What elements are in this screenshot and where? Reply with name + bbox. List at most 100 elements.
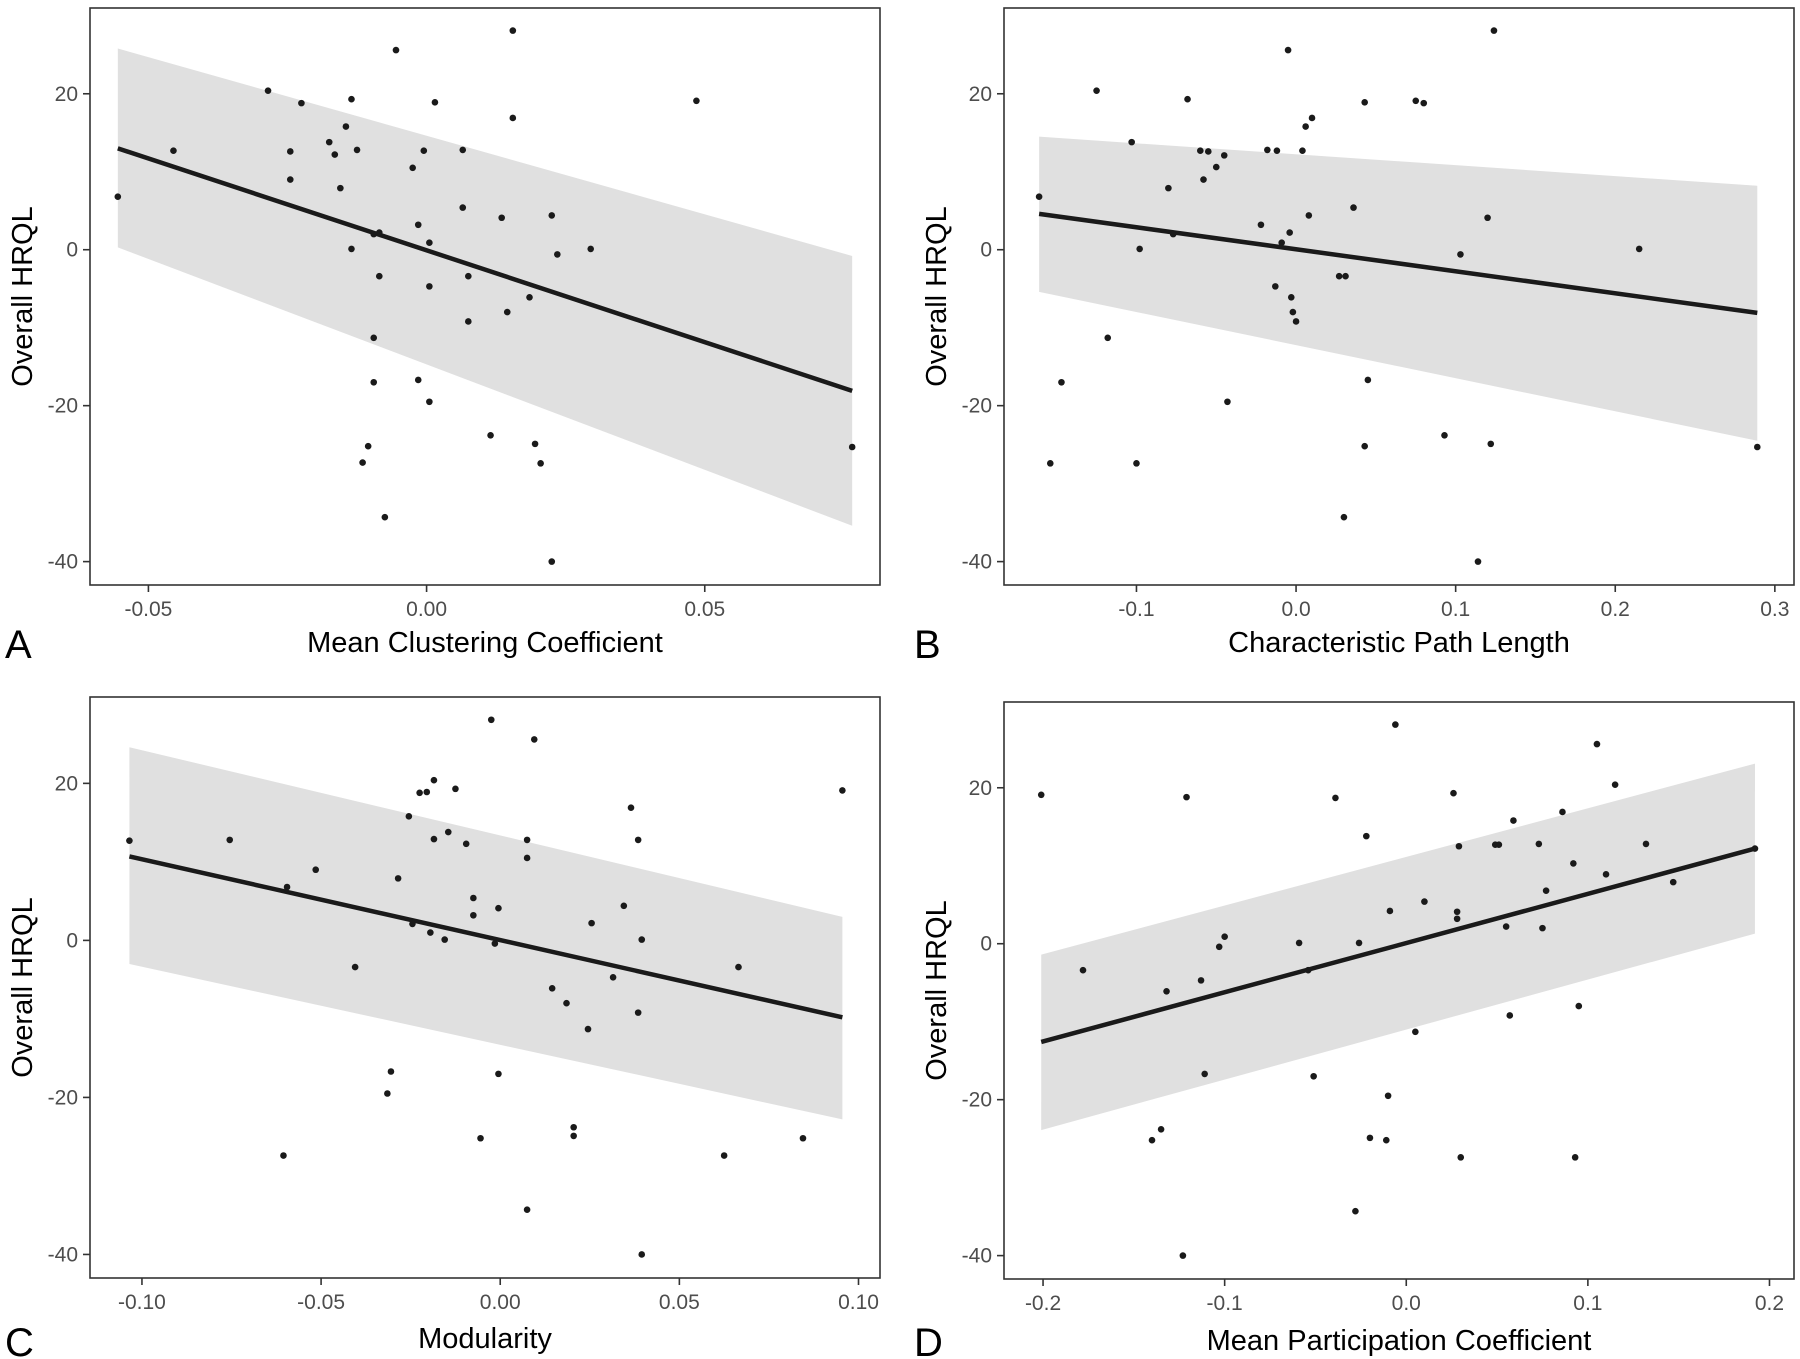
data-point <box>1046 460 1054 467</box>
data-point <box>283 883 291 891</box>
data-point <box>1278 239 1285 246</box>
data-point <box>420 147 428 154</box>
data-point <box>1310 1072 1317 1080</box>
x-tick-label: 0.1 <box>1441 598 1470 621</box>
data-point <box>1221 933 1228 940</box>
x-tick-label: -0.1 <box>1118 598 1154 621</box>
data-point <box>409 164 416 172</box>
data-point <box>1342 272 1349 280</box>
y-tick-label: -20 <box>48 395 78 418</box>
data-point <box>570 1132 577 1140</box>
x-tick-label: 0.00 <box>480 1291 521 1314</box>
data-point <box>1104 334 1112 342</box>
data-point <box>563 999 570 1007</box>
data-point <box>509 114 517 122</box>
data-point <box>1165 184 1172 192</box>
data-point <box>452 785 459 793</box>
data-point <box>548 984 556 992</box>
data-point <box>394 875 402 882</box>
y-axis-title-a: Overall HRQL <box>7 206 39 387</box>
data-point <box>1355 939 1363 947</box>
data-point <box>548 558 556 565</box>
data-point <box>1197 147 1204 154</box>
data-point <box>638 936 646 943</box>
data-point <box>444 828 452 836</box>
confidence-band-b <box>1039 136 1758 441</box>
data-point <box>1506 1012 1514 1019</box>
data-point <box>1364 376 1372 384</box>
data-point <box>1204 148 1212 155</box>
data-point <box>1157 1125 1165 1133</box>
data-point <box>1510 817 1517 824</box>
data-point <box>1361 442 1368 450</box>
data-point <box>1163 987 1170 995</box>
data-point <box>1363 832 1370 840</box>
plot-border-a <box>89 7 881 586</box>
data-point <box>1136 245 1143 253</box>
y-tick-label: -40 <box>48 551 78 574</box>
data-point <box>495 1070 502 1078</box>
data-point <box>441 936 448 943</box>
data-point <box>1753 443 1761 451</box>
data-point <box>1286 229 1293 236</box>
data-point <box>325 138 333 146</box>
data-point <box>609 973 617 981</box>
plot-border-d <box>1003 701 1795 1280</box>
data-point <box>170 147 177 154</box>
data-point <box>348 245 355 253</box>
data-point <box>370 334 378 342</box>
data-point <box>1295 939 1303 947</box>
data-point <box>1220 152 1228 159</box>
data-point <box>1272 283 1279 290</box>
data-point <box>1035 193 1043 200</box>
y-tick-label: -40 <box>48 1243 78 1266</box>
data-point <box>351 963 359 971</box>
data-point <box>1361 99 1368 106</box>
data-point <box>459 204 467 211</box>
data-point <box>387 1068 395 1075</box>
data-point <box>1535 840 1543 848</box>
data-point <box>114 193 122 200</box>
data-point <box>1392 721 1399 728</box>
panel-label-b: B <box>914 623 941 667</box>
data-point <box>427 929 434 936</box>
data-point <box>226 836 234 844</box>
data-point <box>430 835 438 843</box>
panel-label-c: C <box>5 1321 34 1359</box>
data-point <box>465 272 472 280</box>
data-point <box>426 398 433 406</box>
data-point <box>280 1152 287 1159</box>
y-tick-label: 20 <box>55 772 78 795</box>
data-point <box>430 776 438 784</box>
data-point <box>405 813 413 820</box>
data-point <box>1453 908 1461 916</box>
data-point <box>465 318 472 325</box>
data-point <box>839 787 846 794</box>
data-point <box>799 1134 807 1142</box>
data-point <box>348 95 355 103</box>
data-point <box>1412 97 1420 105</box>
data-point <box>1602 871 1610 878</box>
data-point <box>1366 1134 1374 1142</box>
data-point <box>1570 860 1577 867</box>
data-point <box>1352 1207 1359 1215</box>
x-tick-label: 0.10 <box>838 1291 879 1314</box>
data-point <box>286 176 294 183</box>
data-point <box>720 1152 728 1159</box>
data-point <box>503 308 511 316</box>
data-point <box>414 376 422 384</box>
data-point <box>462 840 470 848</box>
data-point <box>634 836 642 844</box>
data-point <box>1490 27 1498 34</box>
data-point <box>498 214 505 222</box>
data-point <box>1571 1154 1579 1161</box>
x-tick-label: 0.2 <box>1601 598 1630 621</box>
data-point <box>1305 212 1313 219</box>
data-point <box>1201 1070 1208 1078</box>
y-tick-label: 20 <box>969 777 992 800</box>
confidence-band-c <box>129 747 843 1120</box>
data-point <box>1474 558 1482 565</box>
y-tick-label: -20 <box>48 1086 78 1109</box>
data-point <box>548 212 556 219</box>
